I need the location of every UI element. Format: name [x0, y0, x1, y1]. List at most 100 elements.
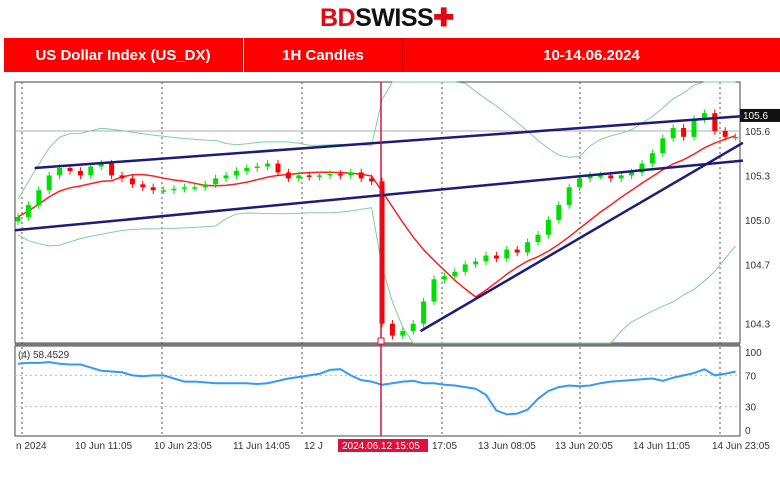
candle: [88, 162, 94, 180]
candle-body: [525, 242, 531, 253]
candle-body: [119, 175, 125, 179]
candle: [129, 174, 135, 189]
bdswiss-logo: BDSWISS✚: [320, 4, 454, 32]
crosshair-time-label: 2024.06.12 15:05: [342, 441, 420, 452]
swiss-cross-icon: ✚: [433, 4, 454, 32]
candle: [317, 171, 323, 181]
candle: [150, 183, 156, 194]
candle-body: [597, 175, 603, 177]
candle: [379, 177, 385, 328]
candle-body: [389, 323, 395, 336]
candle-body: [265, 163, 271, 167]
price-tick-label: 104.3: [745, 320, 770, 331]
candle: [504, 245, 510, 263]
crosshair-time-badge: [338, 439, 428, 452]
candle: [171, 185, 177, 194]
candle-body: [369, 178, 375, 182]
oscillator-tick-label: 30: [745, 403, 757, 414]
candle: [410, 320, 416, 335]
candle-body: [504, 249, 510, 259]
candle: [327, 170, 333, 180]
candle-body: [566, 187, 572, 206]
instrument-title: US Dollar Index (US_DX): [4, 38, 243, 72]
candle-body: [712, 113, 718, 131]
candle-body: [88, 166, 94, 176]
candle-body: [670, 127, 676, 139]
candle: [660, 134, 666, 157]
candle-body: [161, 190, 167, 192]
oscillator-tick-label: 70: [745, 371, 757, 382]
candle: [722, 127, 728, 141]
candle: [493, 251, 499, 263]
candle-body: [379, 181, 385, 324]
candle: [98, 159, 104, 171]
candle: [192, 183, 198, 191]
candle-body: [202, 184, 208, 188]
price-tick-label: 105.0: [745, 216, 770, 227]
candle: [670, 124, 676, 143]
candle-body: [701, 113, 707, 120]
trendline: [14, 159, 743, 232]
candle-body: [109, 163, 115, 176]
time-axis-label: 13 Jun 20:05: [555, 441, 613, 452]
candle-body: [181, 187, 187, 189]
oscillator-line: [17, 361, 736, 416]
candle-body: [317, 175, 323, 177]
candle-body: [306, 175, 312, 177]
candle-body: [213, 178, 219, 185]
candle: [535, 231, 541, 246]
candle: [587, 171, 593, 183]
candle: [421, 297, 427, 328]
candle: [244, 164, 250, 175]
moving-average-line: [17, 134, 736, 298]
candle-body: [358, 172, 364, 179]
candle: [202, 180, 208, 191]
current-price-label: 105.6: [743, 111, 768, 122]
candle-body: [77, 170, 83, 176]
candle-body: [587, 175, 593, 179]
candle: [140, 180, 146, 191]
candle: [337, 170, 343, 180]
candle-body: [691, 119, 697, 137]
candle-body: [660, 138, 666, 154]
candle-body: [618, 175, 624, 179]
candle-body: [733, 136, 739, 139]
trendline: [419, 141, 744, 333]
candle-body: [421, 301, 427, 324]
candle-body: [98, 163, 104, 167]
candle-body: [514, 249, 520, 253]
candle: [462, 260, 468, 276]
time-axis-label: 11 Jun 14:05: [233, 441, 291, 452]
candle: [681, 124, 687, 141]
candle: [701, 109, 707, 123]
time-axis-label: 13 Jun 08:05: [478, 441, 536, 452]
candle-body: [348, 172, 354, 176]
time-axis-label: 10 Jun 11:05: [75, 441, 133, 452]
candle-body: [629, 172, 635, 176]
candle: [545, 216, 551, 239]
candle: [639, 159, 645, 177]
candle: [77, 167, 83, 180]
candle-body: [462, 264, 468, 272]
candle-body: [410, 323, 416, 332]
candle: [389, 320, 395, 340]
candle: [119, 171, 125, 183]
candle: [223, 171, 229, 183]
candle: [285, 168, 291, 183]
candle: [431, 275, 437, 306]
candle-body: [25, 205, 31, 217]
candle-body: [473, 261, 479, 265]
price-tick-label: 104.7: [745, 260, 770, 271]
candle: [25, 201, 31, 221]
candle: [649, 149, 655, 168]
candle-body: [649, 153, 655, 164]
candle-body: [493, 255, 499, 259]
candle: [161, 186, 167, 194]
current-price-badge: [740, 108, 780, 122]
candle-body: [223, 175, 229, 179]
candle-body: [545, 219, 551, 235]
candle: [441, 272, 447, 283]
candle: [712, 109, 718, 135]
candle-body: [327, 173, 333, 176]
